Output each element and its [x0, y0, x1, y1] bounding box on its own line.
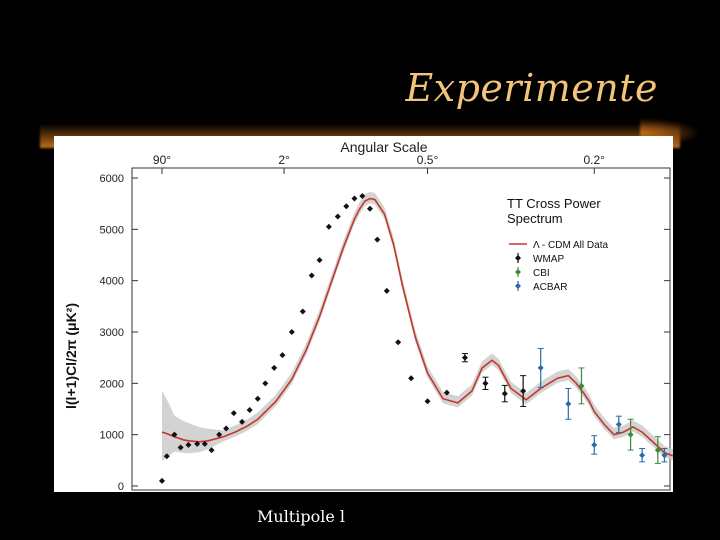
- wmap-point: [443, 389, 450, 396]
- wmap-point: [239, 418, 246, 425]
- wmap-point: [185, 441, 192, 448]
- legend-swatch-point: [515, 269, 521, 275]
- wmap-point: [325, 223, 332, 230]
- wmap-point: [288, 329, 295, 335]
- wmap-point: [177, 444, 184, 451]
- wmap-point: [334, 213, 341, 220]
- acbar-point: [639, 452, 646, 459]
- chart-title-group: Angular Scale: [340, 139, 427, 155]
- wmap-point: [201, 440, 208, 447]
- chart-subtitle-group: TT Cross Power Spectrum: [507, 196, 601, 226]
- wmap-point: [359, 192, 366, 199]
- y-tick-label: 6000: [100, 173, 124, 185]
- wmap-point: [246, 407, 253, 414]
- wmap-point: [351, 195, 358, 202]
- legend-swatch-point: [515, 255, 521, 261]
- legend-label: Λ - CDM All Data: [533, 240, 608, 251]
- y-tick-label: 4000: [100, 276, 124, 288]
- wmap-point: [230, 410, 237, 417]
- slide-title: Experimente: [405, 66, 658, 110]
- top-axis: 90° 2° 0.5° 0.2°: [153, 153, 605, 174]
- wmap-point: [171, 431, 178, 438]
- acbar-point: [537, 364, 544, 371]
- wmap-point: [316, 257, 323, 264]
- cbi-point: [654, 447, 661, 454]
- y-tick-label: 1000: [100, 430, 124, 442]
- wmap-point: [366, 205, 373, 212]
- y-axis: 0 1000 2000 3000 4000 5000 6000: [100, 173, 670, 492]
- uncertainty-band: [162, 191, 673, 461]
- wmap-point: [501, 390, 508, 397]
- wmap-point: [254, 395, 261, 402]
- legend: Λ - CDM All Data WMAP CBI ACBAR: [509, 240, 608, 293]
- top-tick-label: 0.5°: [417, 153, 439, 167]
- lcdm-model-line: [161, 197, 673, 457]
- plot-border: [131, 167, 671, 491]
- model-curve: [161, 197, 673, 457]
- ylabel-text: l(l+1)Cl/2π (μK²): [63, 303, 79, 409]
- wmap-point: [395, 339, 402, 346]
- wmap-point: [223, 425, 230, 432]
- legend-label: CBI: [533, 268, 550, 279]
- y-axis-label: l(l+1)Cl/2π (μK²): [63, 303, 79, 409]
- top-tick-label: 90°: [153, 153, 171, 167]
- model-uncertainty-band: [162, 191, 673, 461]
- wmap-point: [163, 453, 170, 460]
- wmap-point: [383, 287, 390, 294]
- wmap-point: [308, 272, 315, 279]
- wmap-point: [374, 236, 381, 243]
- acbar-point: [615, 421, 622, 428]
- legend-label: WMAP: [533, 254, 564, 265]
- chart-subtitle-line2: Spectrum: [507, 211, 563, 226]
- power-spectrum-chart: Angular Scale 90° 2° 0.5° 0.2° 0 1000 2000 300…: [63, 139, 673, 492]
- wmap-point: [194, 440, 201, 447]
- wmap-point: [279, 352, 286, 359]
- chart-title: Angular Scale: [340, 139, 427, 155]
- wmap-point: [424, 398, 431, 405]
- chart-panel: Angular Scale 90° 2° 0.5° 0.2° 0 1000 2000 300…: [54, 136, 673, 492]
- wmap-point: [343, 203, 350, 210]
- x-axis-caption: Multipole l: [257, 507, 346, 526]
- legend-label: ACBAR: [533, 282, 567, 293]
- wmap-point: [482, 380, 489, 387]
- wmap-point: [408, 375, 415, 382]
- top-tick-label: 0.2°: [584, 153, 606, 167]
- wmap-point: [262, 380, 269, 387]
- wmap-point: [520, 388, 527, 395]
- wmap-point: [299, 308, 306, 315]
- y-tick-label: 0: [118, 481, 124, 492]
- cbi-point: [627, 431, 634, 438]
- y-tick-label: 5000: [100, 224, 124, 236]
- wmap-point: [461, 354, 468, 361]
- acbar-point: [591, 441, 598, 448]
- chart-subtitle-line1: TT Cross Power: [507, 196, 601, 211]
- acbar-point: [661, 452, 668, 459]
- cbi-point: [578, 382, 585, 389]
- plot-frame: [131, 167, 671, 491]
- wmap-point: [216, 431, 223, 438]
- y-tick-label: 2000: [100, 378, 124, 390]
- wmap-point: [208, 447, 215, 454]
- y-tick-label: 3000: [100, 327, 124, 339]
- wmap-point: [271, 364, 278, 371]
- acbar-point: [565, 400, 572, 407]
- legend-swatch-point: [515, 283, 521, 289]
- wmap-point: [159, 477, 165, 484]
- top-tick-label: 2°: [278, 153, 290, 167]
- data-points: [159, 192, 668, 484]
